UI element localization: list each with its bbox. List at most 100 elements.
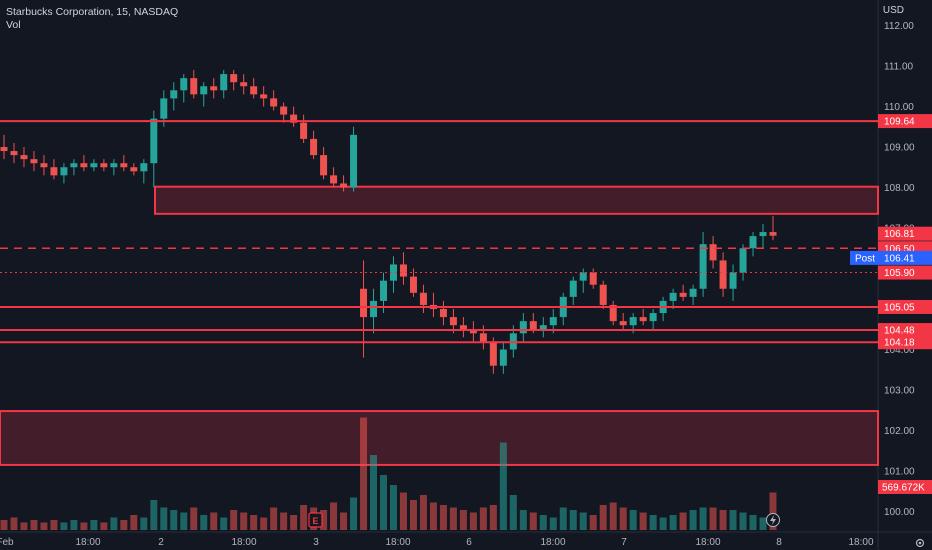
candle-body[interactable] <box>759 232 767 237</box>
volume-bar[interactable] <box>180 512 188 531</box>
candle-body[interactable] <box>230 74 238 83</box>
candle-body[interactable] <box>459 325 467 330</box>
currency-label[interactable]: USD <box>882 5 904 16</box>
candle-body[interactable] <box>330 175 338 184</box>
symbol-title[interactable]: Starbucks Corporation, 15, NASDAQ <box>6 6 179 18</box>
candle-body[interactable] <box>170 90 178 99</box>
candle-body[interactable] <box>689 288 697 297</box>
candle-body[interactable] <box>669 292 677 301</box>
volume-bar[interactable] <box>559 507 567 531</box>
volume-bar[interactable] <box>250 515 258 530</box>
candle-body[interactable] <box>589 272 597 285</box>
candle-body[interactable] <box>409 276 417 293</box>
candle-body[interactable] <box>220 74 228 91</box>
candle-body[interactable] <box>739 248 747 273</box>
volume-bar[interactable] <box>629 510 637 530</box>
volume-bar[interactable] <box>509 495 517 530</box>
volume-bar[interactable] <box>449 507 457 531</box>
volume-bar[interactable] <box>549 517 557 531</box>
volume-bar[interactable] <box>30 520 38 530</box>
candle-body[interactable] <box>180 78 188 91</box>
candle-body[interactable] <box>160 98 168 119</box>
volume-bar[interactable] <box>190 507 198 531</box>
candle-body[interactable] <box>579 272 587 281</box>
volume-bar[interactable] <box>469 512 477 531</box>
volume-bar[interactable] <box>399 492 407 531</box>
candle-body[interactable] <box>729 272 737 289</box>
candle-body[interactable] <box>270 98 278 107</box>
candle-body[interactable] <box>380 280 388 301</box>
candle-body[interactable] <box>499 349 507 366</box>
volume-bar[interactable] <box>529 512 537 531</box>
candle-body[interactable] <box>30 159 38 164</box>
volume-indicator-label[interactable]: Vol <box>6 19 21 31</box>
candle-body[interactable] <box>350 134 358 188</box>
volume-bar[interactable] <box>370 455 378 530</box>
volume-bar[interactable] <box>649 515 657 530</box>
volume-bar[interactable] <box>280 512 288 531</box>
volume-bar[interactable] <box>300 505 308 530</box>
volume-bar[interactable] <box>290 515 298 530</box>
volume-bar[interactable] <box>270 507 278 531</box>
volume-bar[interactable] <box>70 520 78 530</box>
candle-body[interactable] <box>120 163 128 168</box>
volume-bar[interactable] <box>619 507 627 531</box>
volume-bar[interactable] <box>20 522 28 531</box>
volume-bar[interactable] <box>90 520 98 530</box>
volume-bar[interactable] <box>389 485 397 530</box>
candle-body[interactable] <box>529 321 537 330</box>
candle-body[interactable] <box>599 284 607 305</box>
candle-body[interactable] <box>619 321 627 326</box>
volume-bar[interactable] <box>709 507 717 531</box>
candle-body[interactable] <box>60 167 68 176</box>
volume-bar[interactable] <box>50 520 58 530</box>
volume-bar[interactable] <box>689 510 697 530</box>
volume-bar[interactable] <box>220 517 228 531</box>
volume-bar[interactable] <box>100 522 108 531</box>
volume-bar[interactable] <box>699 507 707 531</box>
volume-bar[interactable] <box>429 502 437 531</box>
volume-bar[interactable] <box>639 512 647 531</box>
candle-body[interactable] <box>389 264 397 281</box>
candle-body[interactable] <box>679 292 687 297</box>
volume-bar[interactable] <box>140 517 148 531</box>
candle-body[interactable] <box>310 138 318 156</box>
candle-body[interactable] <box>539 325 547 330</box>
volume-bar[interactable] <box>419 495 427 530</box>
candle-body[interactable] <box>110 163 118 168</box>
candle-body[interactable] <box>140 163 148 172</box>
candle-body[interactable] <box>719 260 727 289</box>
volume-bar[interactable] <box>409 500 417 530</box>
volume-bar[interactable] <box>719 510 727 530</box>
volume-bar[interactable] <box>10 517 18 531</box>
zone-rectangle[interactable] <box>154 185 879 215</box>
candle-body[interactable] <box>549 317 557 326</box>
candle-body[interactable] <box>370 300 378 318</box>
candle-body[interactable] <box>130 167 138 172</box>
volume-bar[interactable] <box>240 512 248 531</box>
candle-body[interactable] <box>479 333 487 342</box>
candle-body[interactable] <box>449 317 457 326</box>
candle-body[interactable] <box>250 86 258 95</box>
volume-bar[interactable] <box>260 517 268 531</box>
candle-body[interactable] <box>240 82 248 87</box>
candle-body[interactable] <box>290 114 298 123</box>
volume-bar[interactable] <box>729 510 737 530</box>
price-axis[interactable]: 112.00111.00110.00109.00108.00107.00104.… <box>884 21 915 518</box>
zone-rectangle[interactable] <box>0 410 879 466</box>
candle-body[interactable] <box>40 163 48 168</box>
volume-bar[interactable] <box>599 505 607 530</box>
candle-body[interactable] <box>80 163 88 168</box>
volume-bar[interactable] <box>499 442 507 531</box>
candle-body[interactable] <box>639 317 647 322</box>
volume-bar[interactable] <box>759 517 767 531</box>
candle-body[interactable] <box>699 244 707 289</box>
candle-body[interactable] <box>519 321 527 334</box>
candle-body[interactable] <box>100 163 108 168</box>
volume-bar[interactable] <box>130 515 138 530</box>
volume-bar[interactable] <box>579 512 587 531</box>
candle-body[interactable] <box>439 309 447 318</box>
candle-body[interactable] <box>0 147 8 152</box>
volume-bar[interactable] <box>110 517 118 531</box>
